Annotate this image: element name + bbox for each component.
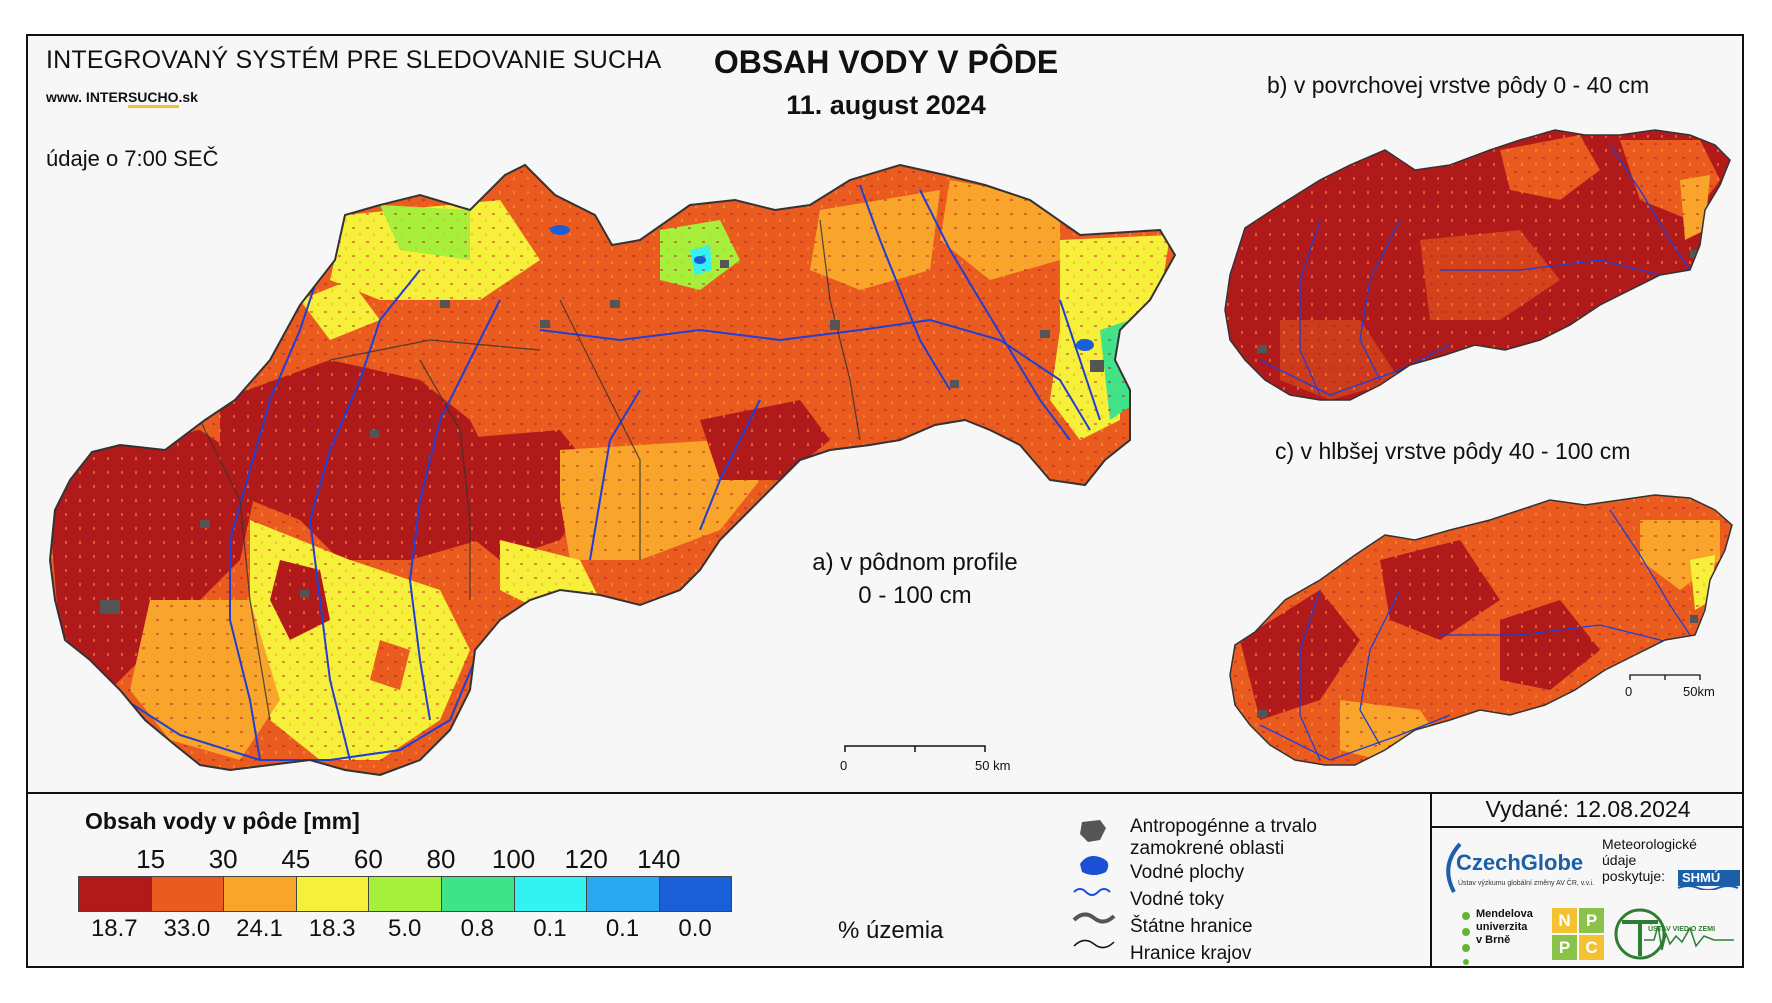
legend-threshold: 100 — [491, 844, 536, 874]
nppc-letter-3: P — [1552, 935, 1577, 960]
legend-threshold: 120 — [564, 844, 608, 874]
legend-class-percent: 24.1 — [236, 915, 283, 942]
map-b-state-border — [1224, 129, 1731, 401]
region-borders-label: Hranice krajov — [1130, 943, 1252, 964]
legend-class-percent: 5.0 — [388, 915, 422, 942]
nppc-logo[interactable]: N P P C — [1552, 908, 1604, 960]
legend-threshold: 140 — [637, 844, 681, 874]
legend-threshold: 30 — [208, 844, 238, 874]
legend-threshold: 45 — [281, 844, 311, 874]
nppc-letter-2: P — [1579, 908, 1604, 933]
shmu-icon — [1677, 870, 1740, 890]
mendel-line3: v Brně — [1476, 934, 1511, 946]
map-date: 11. august 2024 — [786, 90, 986, 120]
meteo-line2: údaje — [1602, 852, 1637, 868]
data-time: údaje o 7:00 SEČ — [46, 146, 219, 171]
legend-threshold: 15 — [136, 844, 166, 874]
url-accent: SUCHO — [127, 89, 179, 108]
shmu-text: SHMÚ — [1682, 870, 1721, 885]
legend-class-swatch — [441, 876, 515, 912]
legend-class-percent: 0.8 — [460, 915, 494, 942]
panel-a-line2: 0 - 100 cm — [858, 582, 972, 609]
nppc-letter-4: C — [1579, 935, 1604, 960]
uvz-seismo-icon — [1614, 908, 1734, 960]
scalebar-main-start: 0 — [840, 758, 848, 773]
scalebar-main-end: 50 km — [975, 758, 1011, 773]
meteo-provider: Meteorologické údaje poskytuje: — [1602, 836, 1697, 884]
legend-class-percent: 18.3 — [308, 915, 356, 942]
scalebar-main — [844, 745, 986, 752]
state-borders-label: Štátne hranice — [1130, 916, 1253, 937]
legend-class-swatch — [513, 876, 588, 912]
region-border-icon — [1073, 939, 1115, 949]
url-prefix: www. INTER — [46, 89, 128, 105]
legend-class-percent: 18.7 — [90, 915, 138, 942]
system-name: INTEGROVANÝ SYSTÉM PRE SLEDOVANIE SUCHA — [46, 46, 662, 74]
legend-class-swatch — [658, 876, 733, 912]
legend-threshold: 80 — [426, 844, 456, 874]
legend-class-swatch — [223, 876, 297, 912]
water-flow-icon — [1073, 888, 1111, 896]
meteo-line1: Meteorologické — [1602, 836, 1697, 852]
percent-unit: % územia — [838, 917, 944, 944]
meteo-line3: poskytuje: — [1602, 868, 1666, 884]
water-body-icon — [1080, 856, 1109, 875]
map-c — [1230, 495, 1732, 765]
map-c-state-border — [1229, 494, 1733, 766]
anthropogenic-line1: Antropogénne a trvalo — [1130, 816, 1317, 837]
anthropogenic-label: Antropogénne a trvalo zamokrené oblasti — [1130, 816, 1317, 860]
water-bodies-label: Vodné plochy — [1130, 862, 1245, 883]
water-flows-label: Vodné toky — [1130, 889, 1225, 910]
legend-class-swatch — [295, 876, 370, 912]
legend-panel — [26, 792, 1744, 968]
legend-class-swatch — [586, 876, 660, 912]
nppc-letter-1: N — [1552, 908, 1577, 933]
state-border-icon — [1072, 912, 1116, 924]
czechglobe-name: CzechGlobe — [1456, 850, 1584, 875]
legend-threshold: 60 — [353, 844, 383, 874]
map-title: OBSAH VODY V PÔDE — [713, 44, 1059, 80]
url-suffix: .sk — [178, 89, 198, 105]
uvz-text: ÚSTAV VIED O ZEMI — [1648, 926, 1716, 933]
mendel-logo[interactable]: Mendelova univerzita v Brně — [1476, 908, 1533, 947]
mendel-dots-icon — [1462, 912, 1470, 965]
scalebar-small — [1629, 674, 1701, 680]
mendel-line1: Mendelova — [1476, 908, 1533, 920]
czechglobe-subtitle: Ústav výzkumu globální změny AV ČR, v.v.… — [1458, 880, 1595, 887]
shmu-logo[interactable]: SHMÚ — [1676, 862, 1742, 890]
panel-a-line1: a) v pôdnom profile — [812, 549, 1018, 576]
map-b — [1225, 130, 1730, 400]
legend-class-percent: 0.1 — [533, 915, 567, 942]
issued-date: Vydané: 12.08.2024 — [1430, 792, 1744, 828]
legend-class-swatch — [78, 876, 152, 912]
legend-class-percent: 33.0 — [163, 915, 211, 942]
czechglobe-arc-icon — [1446, 842, 1462, 893]
panel-a-label: a) v pôdnom profile 0 - 100 cm — [770, 546, 1060, 612]
anthropogenic-icon — [1080, 820, 1106, 842]
panel-b-label: b) v povrchovej vrstve pôdy 0 - 40 cm — [1267, 72, 1650, 98]
legend-class-percent: 0.1 — [605, 915, 640, 942]
legend-class-swatch — [368, 876, 442, 912]
uvz-logo[interactable]: ÚSTAV VIED O ZEMI — [1614, 906, 1738, 962]
map-a-state-border — [48, 163, 1177, 777]
panel-c-label: c) v hlbšej vrstve pôdy 40 - 100 cm — [1275, 438, 1631, 464]
symbol-icons — [1072, 820, 1116, 949]
scalebar-small-start: 0 — [1625, 684, 1633, 699]
mendel-line2: univerzita — [1476, 921, 1528, 933]
map-a — [50, 165, 1175, 775]
website-url[interactable]: www. INTERSUCHO.sk — [46, 89, 198, 108]
anthropogenic-line2: zamokrené oblasti — [1130, 838, 1285, 859]
scalebar-small-end: 50km — [1683, 684, 1715, 699]
logo-area — [1430, 828, 1744, 968]
legend-class-swatch — [150, 876, 225, 912]
legend-class-percent: 0.0 — [678, 915, 712, 942]
czechglobe-logo[interactable]: CzechGlobe Ústav výzkumu globální změny … — [1438, 836, 1596, 902]
legend-title: Obsah vody v pôde [mm] — [85, 808, 360, 834]
